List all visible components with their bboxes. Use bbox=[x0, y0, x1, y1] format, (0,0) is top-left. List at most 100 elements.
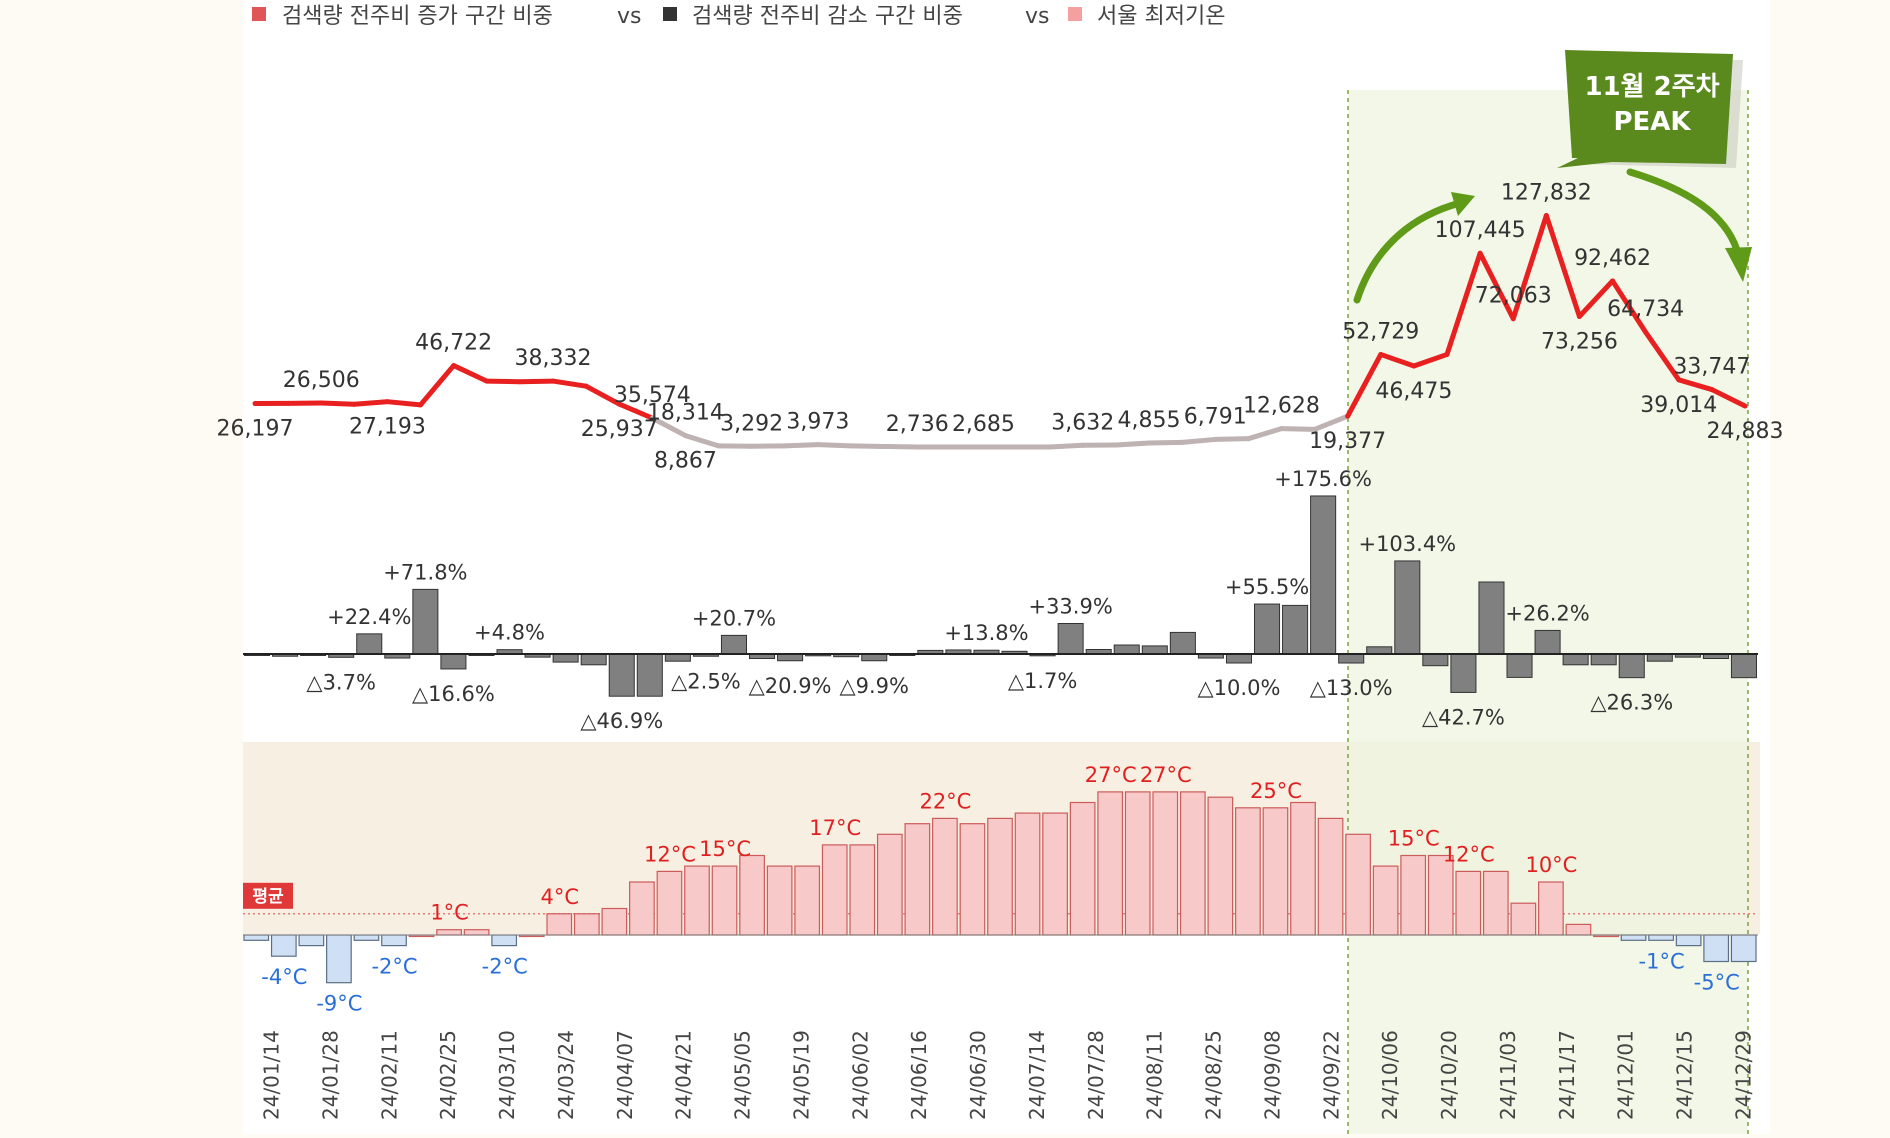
temperature-label: 15°C bbox=[699, 837, 751, 861]
wow-label: △42.7% bbox=[1422, 705, 1505, 729]
x-tick-label: 24/09/08 bbox=[1260, 1030, 1284, 1120]
wow-label: △16.6% bbox=[412, 682, 495, 706]
temperature-bar bbox=[272, 935, 297, 956]
wow-label: △3.7% bbox=[306, 670, 376, 694]
temperature-label: 4°C bbox=[541, 885, 580, 909]
x-tick-label: 24/06/30 bbox=[966, 1030, 990, 1120]
wow-bar bbox=[441, 654, 466, 669]
temperature-bar bbox=[602, 909, 627, 936]
legend-vs-2: vs bbox=[1025, 4, 1049, 29]
temperature-label: 1°C bbox=[430, 901, 469, 925]
wow-bar bbox=[413, 589, 438, 654]
search-volume-segment bbox=[785, 445, 818, 446]
wow-bar bbox=[1423, 654, 1448, 666]
temperature-bar bbox=[822, 845, 847, 935]
wow-bar bbox=[1367, 647, 1392, 654]
x-tick-label: 24/03/24 bbox=[554, 1030, 578, 1120]
search-volume-label: 3,292 bbox=[720, 411, 783, 436]
wow-label: △13.0% bbox=[1310, 676, 1393, 700]
wow-label: +4.8% bbox=[474, 621, 545, 645]
wow-bar bbox=[1507, 654, 1532, 677]
x-tick-label: 24/07/28 bbox=[1084, 1030, 1108, 1120]
temperature-bar bbox=[1621, 935, 1646, 940]
temperature-bar bbox=[630, 882, 655, 935]
search-volume-label: 27,193 bbox=[349, 415, 426, 440]
search-volume-label: 72,063 bbox=[1475, 284, 1552, 309]
wow-bar bbox=[1591, 654, 1616, 665]
search-volume-label: 26,506 bbox=[283, 368, 360, 393]
wow-label: +33.9% bbox=[1028, 594, 1112, 618]
temperature-label: 25°C bbox=[1250, 779, 1302, 803]
temperature-bar bbox=[327, 935, 352, 983]
x-tick-label: 24/06/16 bbox=[907, 1030, 931, 1120]
wow-bar bbox=[1731, 654, 1756, 678]
search-volume-segment bbox=[520, 381, 553, 382]
x-tick-label: 24/02/25 bbox=[436, 1030, 460, 1120]
x-tick-label: 24/08/25 bbox=[1202, 1030, 1226, 1120]
temperature-bar bbox=[1070, 803, 1095, 936]
temperature-label: -2°C bbox=[482, 955, 528, 979]
search-volume-label: 2,685 bbox=[952, 412, 1015, 437]
wow-bar bbox=[1339, 654, 1364, 663]
wow-bar bbox=[357, 634, 382, 654]
temperature-bar bbox=[1346, 834, 1371, 935]
x-tick-label: 24/06/02 bbox=[848, 1030, 872, 1120]
legend-temp-label: 서울 최저기온 bbox=[1097, 4, 1225, 29]
temperature-bar bbox=[244, 935, 269, 940]
x-tick-label: 24/10/06 bbox=[1378, 1030, 1402, 1120]
temperature-bar bbox=[1125, 792, 1150, 935]
temperature-bar bbox=[1043, 813, 1068, 935]
temperature-bar bbox=[1373, 866, 1398, 935]
wow-label: +26.2% bbox=[1505, 601, 1589, 625]
temperature-bar bbox=[767, 866, 792, 935]
search-volume-segment bbox=[851, 446, 884, 447]
temperature-bar bbox=[354, 935, 379, 940]
wow-label: +103.4% bbox=[1358, 532, 1456, 556]
temperature-label: -2°C bbox=[371, 955, 417, 979]
average-badge-label: 평균 bbox=[252, 887, 284, 907]
wow-label: △26.3% bbox=[1590, 691, 1673, 715]
temperature-bar bbox=[685, 866, 710, 935]
x-tick-label: 24/11/17 bbox=[1555, 1030, 1579, 1120]
x-tick-label: 24/12/15 bbox=[1673, 1030, 1697, 1120]
search-volume-label: 64,734 bbox=[1607, 297, 1684, 322]
temperature-bar bbox=[1236, 808, 1261, 935]
temperature-bar bbox=[382, 935, 407, 946]
legend-decrease-label: 검색량 전주비 감소 구간 비중 bbox=[692, 4, 963, 29]
legend-temp-swatch bbox=[1068, 7, 1082, 21]
wow-bar bbox=[1114, 645, 1139, 654]
temperature-label: 12°C bbox=[644, 842, 696, 866]
search-volume-label: 26,197 bbox=[217, 417, 294, 442]
wow-label: △10.0% bbox=[1198, 676, 1281, 700]
temperature-label: 27°C bbox=[1140, 763, 1192, 787]
x-tick-label: 24/05/19 bbox=[789, 1030, 813, 1120]
wow-label: +20.7% bbox=[692, 606, 776, 630]
temperature-label: -9°C bbox=[316, 992, 362, 1016]
temperature-bar bbox=[1456, 871, 1481, 935]
search-volume-label: 107,445 bbox=[1435, 218, 1526, 243]
legend-increase-label: 검색량 전주비 증가 구간 비중 bbox=[282, 4, 553, 29]
temperature-bar bbox=[850, 845, 875, 935]
temperature-bar bbox=[657, 871, 682, 935]
x-tick-label: 24/12/29 bbox=[1732, 1030, 1756, 1120]
search-volume-segment bbox=[1116, 443, 1149, 445]
wow-bar bbox=[1058, 623, 1083, 654]
search-volume-label: 73,256 bbox=[1541, 329, 1618, 354]
x-tick-label: 24/12/01 bbox=[1614, 1030, 1638, 1120]
search-volume-label: 33,747 bbox=[1673, 355, 1750, 380]
temperature-label: -4°C bbox=[261, 965, 307, 989]
search-volume-segment bbox=[1182, 439, 1215, 442]
temperature-bar bbox=[1098, 792, 1123, 935]
wow-label: +175.6% bbox=[1274, 467, 1372, 491]
temperature-label: 17°C bbox=[809, 816, 861, 840]
search-volume-segment bbox=[818, 445, 851, 446]
temperature-bar bbox=[1181, 792, 1206, 935]
temperature-bar bbox=[1649, 935, 1674, 940]
temperature-label: 10°C bbox=[1525, 853, 1577, 877]
search-volume-label: 6,791 bbox=[1184, 404, 1247, 429]
x-tick-label: 24/07/14 bbox=[1025, 1030, 1049, 1120]
temperature-bar bbox=[960, 824, 985, 935]
wow-bar bbox=[1255, 604, 1280, 654]
temperature-bar bbox=[1015, 813, 1040, 935]
temperature-label: 27°C bbox=[1085, 763, 1137, 787]
